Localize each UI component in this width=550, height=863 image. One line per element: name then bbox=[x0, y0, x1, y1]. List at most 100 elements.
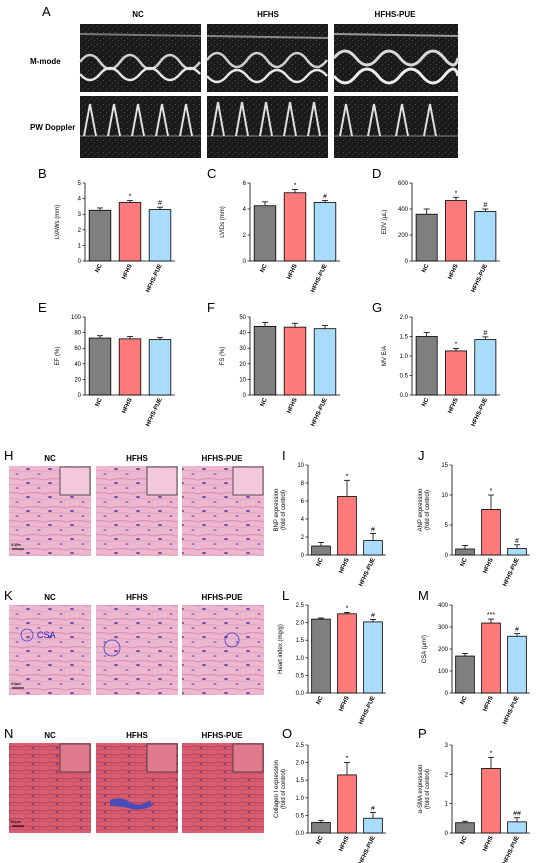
category-label-g-hfhs: HFHS bbox=[447, 397, 459, 414]
he-inset-hfhs-pue bbox=[232, 466, 264, 496]
y-tick-label-f-4: 40 bbox=[239, 331, 246, 337]
he-inset-hfhs bbox=[146, 466, 178, 496]
significance-o-hfhs: * bbox=[346, 756, 349, 763]
significance-p-hfhs: * bbox=[490, 750, 493, 757]
panel-letter-j: J bbox=[418, 448, 425, 463]
chart-p: 0 1 2 3 α-SMA expression(fold of control) NC *… bbox=[418, 743, 530, 863]
significance-j-hfhs-pue: # bbox=[515, 538, 519, 545]
csa-outline-hfhs-pue bbox=[224, 632, 240, 648]
y-axis-label-c: LVIDs (mm) bbox=[220, 206, 226, 238]
category-label-j-nc: NC bbox=[460, 557, 469, 568]
y-tick-label-f-2: 20 bbox=[239, 362, 246, 368]
y-axis-label-o: Collagen I expression(fold of control) bbox=[274, 760, 287, 818]
y-tick-label-o-3: 1.5 bbox=[296, 778, 305, 784]
y-axis-label-line-l-0: Heart index (mg/g) bbox=[278, 624, 284, 674]
significance-d-hfhs-pue: # bbox=[483, 202, 487, 209]
panel-letter-k: K bbox=[4, 588, 13, 603]
masson-inset-hfhs-pue bbox=[232, 743, 264, 773]
panel-letter-e: E bbox=[38, 300, 47, 315]
y-tick-label-e-2: 40 bbox=[74, 362, 81, 368]
category-label-m-nc: NC bbox=[460, 695, 469, 706]
y-tick-label-i-2: 4 bbox=[301, 517, 305, 523]
category-label-o-hfhs: HFHS bbox=[338, 835, 350, 852]
csa-annotation: CSA bbox=[37, 630, 56, 640]
csa-image-hfhs bbox=[96, 605, 178, 695]
bar-o-hfhs bbox=[337, 774, 357, 834]
bar-b-hfhs-pue bbox=[148, 209, 172, 262]
y-axis-label-line-p-1: (fold of control) bbox=[425, 769, 431, 809]
masson-label-hfhs-pue: HFHS-PUE bbox=[202, 731, 244, 740]
category-label-p-nc: NC bbox=[460, 835, 469, 846]
y-axis-label-line-j-0: ANP expression bbox=[418, 489, 424, 532]
y-tick-label-j-0: 0 bbox=[445, 553, 449, 559]
y-axis-label-line-g-0: MV E/A bbox=[382, 346, 388, 366]
y-tick-label-e-1: 20 bbox=[74, 377, 81, 383]
y-tick-label-b-4: 4 bbox=[78, 197, 82, 203]
y-tick-label-l-1: 0.5 bbox=[296, 673, 305, 679]
y-tick-label-e-5: 100 bbox=[71, 315, 82, 321]
panel-letter-o: O bbox=[282, 726, 292, 741]
csa-outline-nc bbox=[20, 628, 34, 642]
y-axis-label-d: EDV (μL) bbox=[382, 210, 388, 235]
y-axis-label-line-o-1: (fold of control) bbox=[281, 769, 287, 809]
y-axis-label-p: α-SMA expression(fold of control) bbox=[418, 765, 431, 814]
panel-letter-f: F bbox=[207, 300, 215, 315]
significance-g-hfhs-pue: # bbox=[483, 330, 487, 337]
y-tick-label-j-3: 15 bbox=[441, 463, 448, 469]
chart-o: 0.0 0.5 1.0 1.5 2.0 2.5 Collagen I expression(… bbox=[274, 743, 386, 863]
csa-outline-hfhs bbox=[103, 639, 121, 657]
bar-g-nc bbox=[415, 336, 438, 396]
y-axis-label-l: Heart index (mg/g) bbox=[278, 624, 284, 674]
significance-c-hfhs: * bbox=[294, 183, 297, 190]
y-tick-label-p-2: 2 bbox=[445, 772, 449, 778]
y-tick-label-f-5: 50 bbox=[239, 315, 246, 321]
category-label-e-hfhs-pue: HFHS-PUE bbox=[145, 397, 163, 427]
bar-m-hfhs bbox=[481, 622, 501, 694]
he-label-nc: NC bbox=[44, 454, 56, 463]
category-label-l-hfhs: HFHS bbox=[338, 695, 350, 712]
y-tick-label-j-2: 10 bbox=[441, 493, 448, 499]
panel-letter-a: A bbox=[42, 4, 51, 19]
y-tick-label-c-1: 2 bbox=[243, 233, 247, 239]
significance-b-hfhs: * bbox=[129, 194, 132, 201]
csa-label-hfhs: HFHS bbox=[126, 593, 148, 602]
y-tick-label-p-3: 3 bbox=[445, 743, 449, 749]
panel-letter-d: D bbox=[372, 166, 381, 181]
y-tick-label-f-1: 10 bbox=[239, 377, 246, 383]
y-tick-label-d-0: 0 bbox=[405, 259, 409, 265]
echo-group-label-hfhs-pue: HFHS-PUE bbox=[375, 10, 417, 19]
y-axis-label-line-p-0: α-SMA expression bbox=[418, 765, 424, 814]
category-label-i-hfhs-pue: HFHS-PUE bbox=[358, 557, 376, 587]
panel-letter-p: P bbox=[418, 726, 427, 741]
y-tick-label-c-3: 6 bbox=[243, 181, 247, 187]
bar-d-hfhs-pue bbox=[474, 211, 497, 262]
echo-group-label-hfhs: HFHS bbox=[257, 10, 279, 19]
y-axis-label-line-c-0: LVIDs (mm) bbox=[220, 206, 226, 238]
category-label-p-hfhs: HFHS bbox=[482, 835, 494, 852]
bar-b-nc bbox=[88, 209, 112, 262]
y-axis-label-j: ANP expression(fold of control) bbox=[418, 489, 431, 532]
y-tick-label-l-3: 1.5 bbox=[296, 638, 305, 644]
y-tick-label-i-0: 0 bbox=[301, 553, 305, 559]
y-tick-label-b-0: 0 bbox=[78, 259, 82, 265]
significance-i-hfhs-pue: # bbox=[371, 526, 375, 533]
panel-letter-l: L bbox=[282, 588, 289, 603]
category-label-c-hfhs: HFHS bbox=[286, 263, 298, 280]
masson-fibrosis-stain bbox=[110, 798, 152, 810]
category-label-f-nc: NC bbox=[260, 397, 269, 408]
csa-image-nc bbox=[9, 605, 91, 695]
category-label-m-hfhs: HFHS bbox=[482, 695, 494, 712]
y-tick-label-l-2: 1.0 bbox=[296, 656, 305, 662]
masson-label-hfhs: HFHS bbox=[126, 731, 148, 740]
significance-g-hfhs: * bbox=[455, 342, 458, 349]
bar-d-nc bbox=[415, 213, 438, 262]
y-axis-label-line-j-1: (fold of control) bbox=[425, 490, 431, 530]
panel-letter-h: H bbox=[4, 448, 13, 463]
masson-histology-panel: NC HFHS HFHS-PUE 50μm bbox=[9, 731, 264, 833]
y-tick-label-g-3: 1.5 bbox=[400, 335, 409, 341]
bar-e-hfhs-pue bbox=[148, 339, 172, 396]
y-axis-label-line-e-0: EF (%) bbox=[55, 347, 61, 366]
bar-e-hfhs bbox=[118, 338, 142, 396]
y-axis-label-line-f-0: FS (%) bbox=[220, 347, 226, 366]
